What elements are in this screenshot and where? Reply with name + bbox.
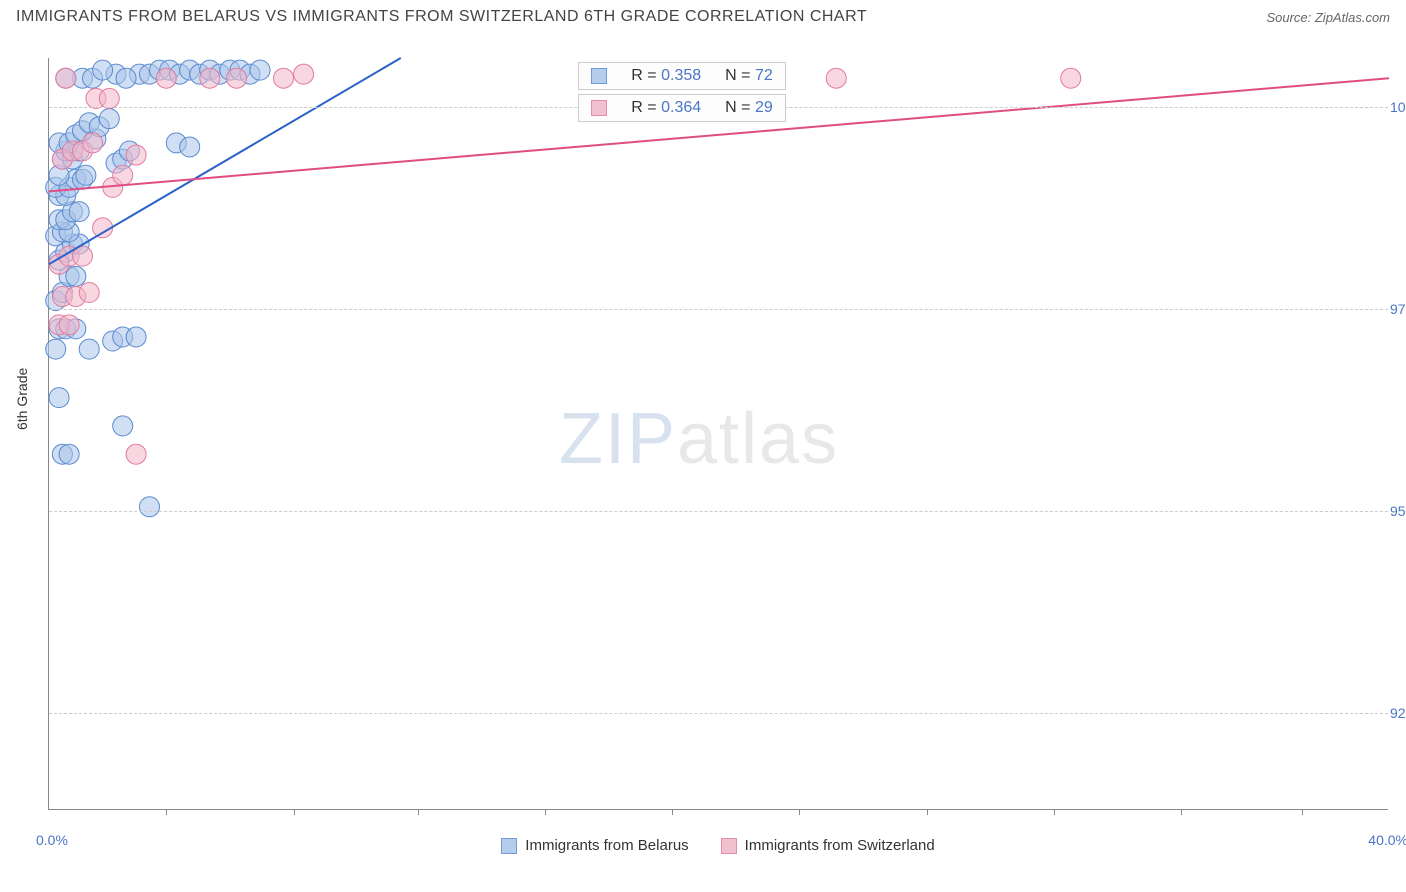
- data-point: [126, 444, 146, 464]
- scatter-svg: [49, 58, 1388, 809]
- data-point: [126, 145, 146, 165]
- y-tick-label: 100.0%: [1390, 99, 1406, 115]
- legend-swatch: [721, 838, 737, 854]
- correlation-box: R = 0.358 N = 72: [578, 62, 785, 90]
- data-point: [294, 64, 314, 84]
- data-point: [227, 68, 247, 88]
- n-value: N = 72: [725, 67, 773, 85]
- data-point: [79, 339, 99, 359]
- data-point: [116, 68, 136, 88]
- data-point: [59, 315, 79, 335]
- data-point: [93, 60, 113, 80]
- data-point: [156, 68, 176, 88]
- data-point: [274, 68, 294, 88]
- data-point: [826, 68, 846, 88]
- y-axis-label: 6th Grade: [14, 368, 30, 430]
- correlation-box: R = 0.364 N = 29: [578, 94, 785, 122]
- legend-label: Immigrants from Belarus: [525, 837, 688, 854]
- gridline: [49, 511, 1388, 512]
- data-point: [200, 68, 220, 88]
- x-tick: [1302, 809, 1303, 815]
- data-point: [83, 133, 103, 153]
- data-point: [140, 497, 160, 517]
- legend-swatch: [501, 838, 517, 854]
- legend: Immigrants from Belarus Immigrants from S…: [48, 837, 1388, 854]
- trend-line: [49, 58, 401, 264]
- x-tick: [418, 809, 419, 815]
- source-attribution: Source: ZipAtlas.com: [1266, 10, 1390, 25]
- legend-item: Immigrants from Switzerland: [721, 837, 935, 854]
- data-point: [49, 388, 69, 408]
- data-point: [76, 165, 96, 185]
- data-point: [126, 327, 146, 347]
- x-tick: [927, 809, 928, 815]
- data-point: [69, 202, 89, 222]
- chart-title: IMMIGRANTS FROM BELARUS VS IMMIGRANTS FR…: [16, 8, 867, 26]
- y-tick-label: 92.5%: [1390, 705, 1406, 721]
- x-tick: [166, 809, 167, 815]
- y-tick-label: 97.5%: [1390, 301, 1406, 317]
- gridline: [49, 713, 1388, 714]
- x-tick: [294, 809, 295, 815]
- x-tick: [799, 809, 800, 815]
- gridline: [49, 309, 1388, 310]
- x-tick: [1181, 809, 1182, 815]
- plot-area: ZIPatlas 92.5%95.0%97.5%100.0%R = 0.358N…: [48, 58, 1388, 810]
- data-point: [66, 266, 86, 286]
- legend-label: Immigrants from Switzerland: [745, 837, 935, 854]
- n-value: N = 29: [725, 99, 773, 117]
- data-point: [113, 165, 133, 185]
- data-point: [1061, 68, 1081, 88]
- data-point: [250, 60, 270, 80]
- x-tick: [672, 809, 673, 815]
- r-value: R = 0.358: [631, 67, 701, 85]
- series-swatch: [591, 68, 607, 84]
- data-point: [99, 88, 119, 108]
- data-point: [99, 109, 119, 129]
- data-point: [56, 68, 76, 88]
- x-tick: [1054, 809, 1055, 815]
- data-point: [113, 416, 133, 436]
- r-value: R = 0.364: [631, 99, 701, 117]
- series-swatch: [591, 100, 607, 116]
- data-point: [79, 282, 99, 302]
- data-point: [180, 137, 200, 157]
- data-point: [46, 339, 66, 359]
- x-tick: [545, 809, 546, 815]
- y-tick-label: 95.0%: [1390, 503, 1406, 519]
- legend-item: Immigrants from Belarus: [501, 837, 688, 854]
- data-point: [59, 444, 79, 464]
